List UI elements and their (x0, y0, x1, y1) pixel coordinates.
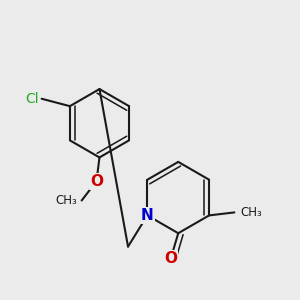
Text: CH₃: CH₃ (56, 194, 77, 207)
Text: N: N (141, 208, 154, 223)
Text: O: O (164, 251, 177, 266)
Text: O: O (90, 174, 103, 189)
Text: CH₃: CH₃ (240, 206, 262, 219)
Text: Cl: Cl (25, 92, 39, 106)
